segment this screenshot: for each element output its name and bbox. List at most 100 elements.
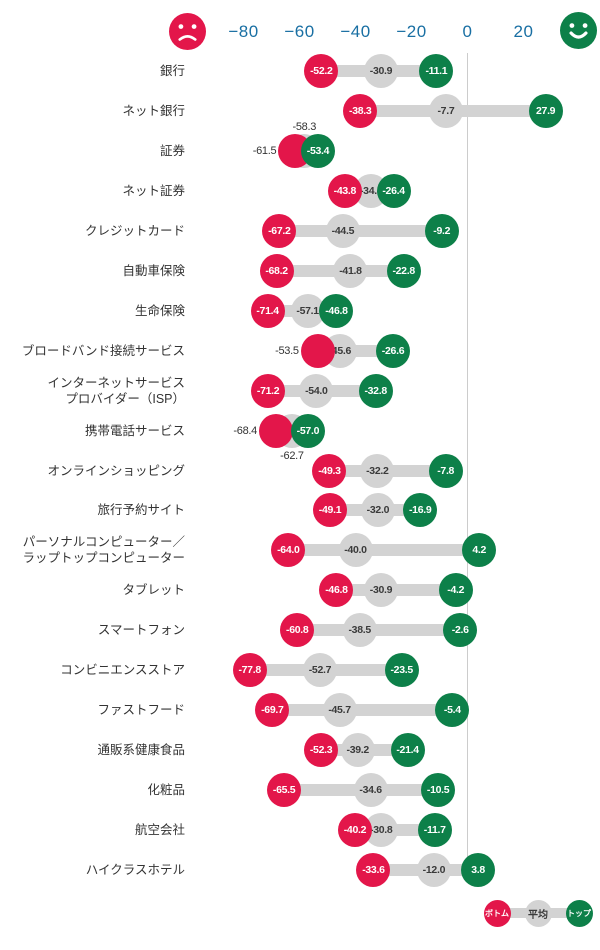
average-dot: -30.9 <box>363 54 398 88</box>
top-dot: -16.9 <box>403 493 438 528</box>
bottom-value-label: -53.5 <box>275 344 299 357</box>
category-label: オンラインショッピング <box>47 463 185 478</box>
bottom-dot: -60.8 <box>280 613 315 648</box>
chart-row: 化粧品 -34.6 -65.5 -10.5 <box>0 770 600 810</box>
chart-row: 旅行予約サイト -32.0 -49.1 -16.9 <box>0 490 600 530</box>
average-value-label: -62.7 <box>280 449 304 462</box>
average-value-label: -30.9 <box>369 65 393 77</box>
top-value-label: -11.1 <box>425 65 448 77</box>
top-dot: 27.9 <box>528 93 563 128</box>
bottom-dot <box>300 333 335 368</box>
average-value-label: -40.0 <box>344 544 367 557</box>
bottom-value-label: -46.8 <box>325 584 348 597</box>
chart-row: インターネットサービス プロバイダー（ISP） -54.0 -71.2 -32.8 <box>0 371 600 411</box>
axis-tick: −40 <box>340 22 371 41</box>
average-value-label: -38.5 <box>348 624 371 637</box>
chart-row: クレジットカード -44.5 -67.2 -9.2 <box>0 211 600 251</box>
top-dot: -53.4 <box>300 133 335 168</box>
top-value-label: 4.2 <box>472 544 487 557</box>
top-dot: -23.5 <box>384 653 419 688</box>
bottom-value-label: -71.4 <box>256 304 279 317</box>
average-value-label: -32.2 <box>366 464 389 477</box>
bottom-dot: -52.3 <box>304 733 339 768</box>
top-value-label: -10.5 <box>426 784 450 797</box>
category-label: 旅行予約サイト <box>97 503 185 518</box>
category-label: ネット証券 <box>122 183 185 198</box>
average-value-label: -45.7 <box>328 704 351 717</box>
top-dot: -21.4 <box>390 733 425 768</box>
category-label: 化粧品 <box>147 783 185 798</box>
category-label: ネット銀行 <box>122 103 185 118</box>
chart-row: 携帯電話サービス -62.7 -68.4 -57.0 <box>0 411 600 462</box>
average-dot: -32.2 <box>360 453 395 488</box>
category-label: インターネットサービス プロバイダー（ISP） <box>47 375 185 406</box>
category-label: スマートフォン <box>97 623 185 638</box>
bottom-value-label: -69.7 <box>261 704 284 717</box>
chart-row: 通販系健康食品 -39.2 -52.3 -21.4 <box>0 730 600 770</box>
average-dot: -39.2 <box>340 733 375 768</box>
connector-bar <box>272 704 453 717</box>
connector-bar <box>288 544 480 557</box>
top-value-label: -46.8 <box>325 304 348 317</box>
chart-row: ファストフード -45.7 -69.7 -5.4 <box>0 690 600 730</box>
bottom-value-label: -68.4 <box>233 424 257 437</box>
axis-tick: −60 <box>284 22 315 41</box>
top-dot: -7.8 <box>428 453 463 488</box>
happy-face-icon <box>560 12 597 49</box>
average-value-label: -41.8 <box>339 264 362 277</box>
chart-row: コンビニエンスストア -52.7 -77.8 -23.5 <box>0 650 600 690</box>
top-value-label: -21.4 <box>396 744 419 757</box>
bottom-dot: -33.6 <box>356 853 391 887</box>
chart-row: ハイクラスホテル -12.0 -33.6 3.8 <box>0 850 600 890</box>
bottom-dot: -77.8 <box>232 653 267 688</box>
top-dot: -2.6 <box>443 613 478 648</box>
chart-row: ブロードバンド接続サービス -45.6 -53.5 -26.6 <box>0 331 600 371</box>
average-value-label: -7.7 <box>437 104 455 117</box>
top-dot: -5.4 <box>435 693 470 728</box>
bottom-dot: -49.1 <box>313 493 348 528</box>
chart-row: ネット証券 -34.4 -43.8 -26.4 <box>0 171 600 211</box>
average-dot: -32.0 <box>360 493 395 528</box>
bottom-dot: -38.3 <box>343 93 378 128</box>
average-value-label: -12.0 <box>422 864 446 876</box>
category-label: 銀行 <box>159 64 185 78</box>
top-value-label: -4.2 <box>447 584 465 597</box>
top-dot: -11.1 <box>419 54 454 88</box>
connector-bar <box>297 624 461 637</box>
top-value-label: -26.4 <box>382 184 405 197</box>
average-dot: -12.0 <box>416 853 451 887</box>
bottom-dot: -46.8 <box>319 573 354 608</box>
average-dot: -45.7 <box>322 693 357 728</box>
top-value-label: -16.9 <box>408 504 432 517</box>
average-dot: -57.1 <box>290 293 325 328</box>
average-value-label: -44.5 <box>331 224 355 237</box>
average-value-label: -32.0 <box>366 504 390 517</box>
bottom-dot: -40.2 <box>337 813 372 848</box>
average-value-label: -34.6 <box>359 784 382 797</box>
category-label: 証券 <box>159 143 185 158</box>
bottom-value-label: -33.6 <box>362 864 385 876</box>
bottom-value-label: -38.3 <box>349 104 372 117</box>
chart-row: 生命保険 -57.1 -71.4 -46.8 <box>0 291 600 331</box>
sad-face-icon <box>169 13 206 50</box>
bottom-dot: -49.3 <box>312 453 347 488</box>
bottom-value-label: -52.3 <box>309 744 333 757</box>
bottom-dot: -43.8 <box>327 173 362 208</box>
top-dot: -9.2 <box>424 213 459 248</box>
average-dot: -38.5 <box>342 613 377 648</box>
average-dot: -34.6 <box>353 773 388 808</box>
category-label: ハイクラスホテル <box>85 863 185 877</box>
average-value-label: -39.2 <box>346 744 370 757</box>
chart-row: 航空会社 -30.8 -40.2 -11.7 <box>0 810 600 850</box>
top-value-label: -7.8 <box>437 464 455 477</box>
top-value-label: -57.0 <box>296 424 320 437</box>
top-value-label: -22.8 <box>392 264 415 277</box>
bottom-dot: -71.2 <box>251 373 286 408</box>
top-dot: 4.2 <box>462 533 497 568</box>
bottom-value-label: -64.0 <box>277 544 300 557</box>
bottom-value-label: -65.5 <box>272 784 296 797</box>
top-value-label: -32.8 <box>364 384 387 397</box>
chart-row: パーソナルコンピューター／ ラップトップコンピューター -40.0 -64.0 4.2 <box>0 530 600 570</box>
